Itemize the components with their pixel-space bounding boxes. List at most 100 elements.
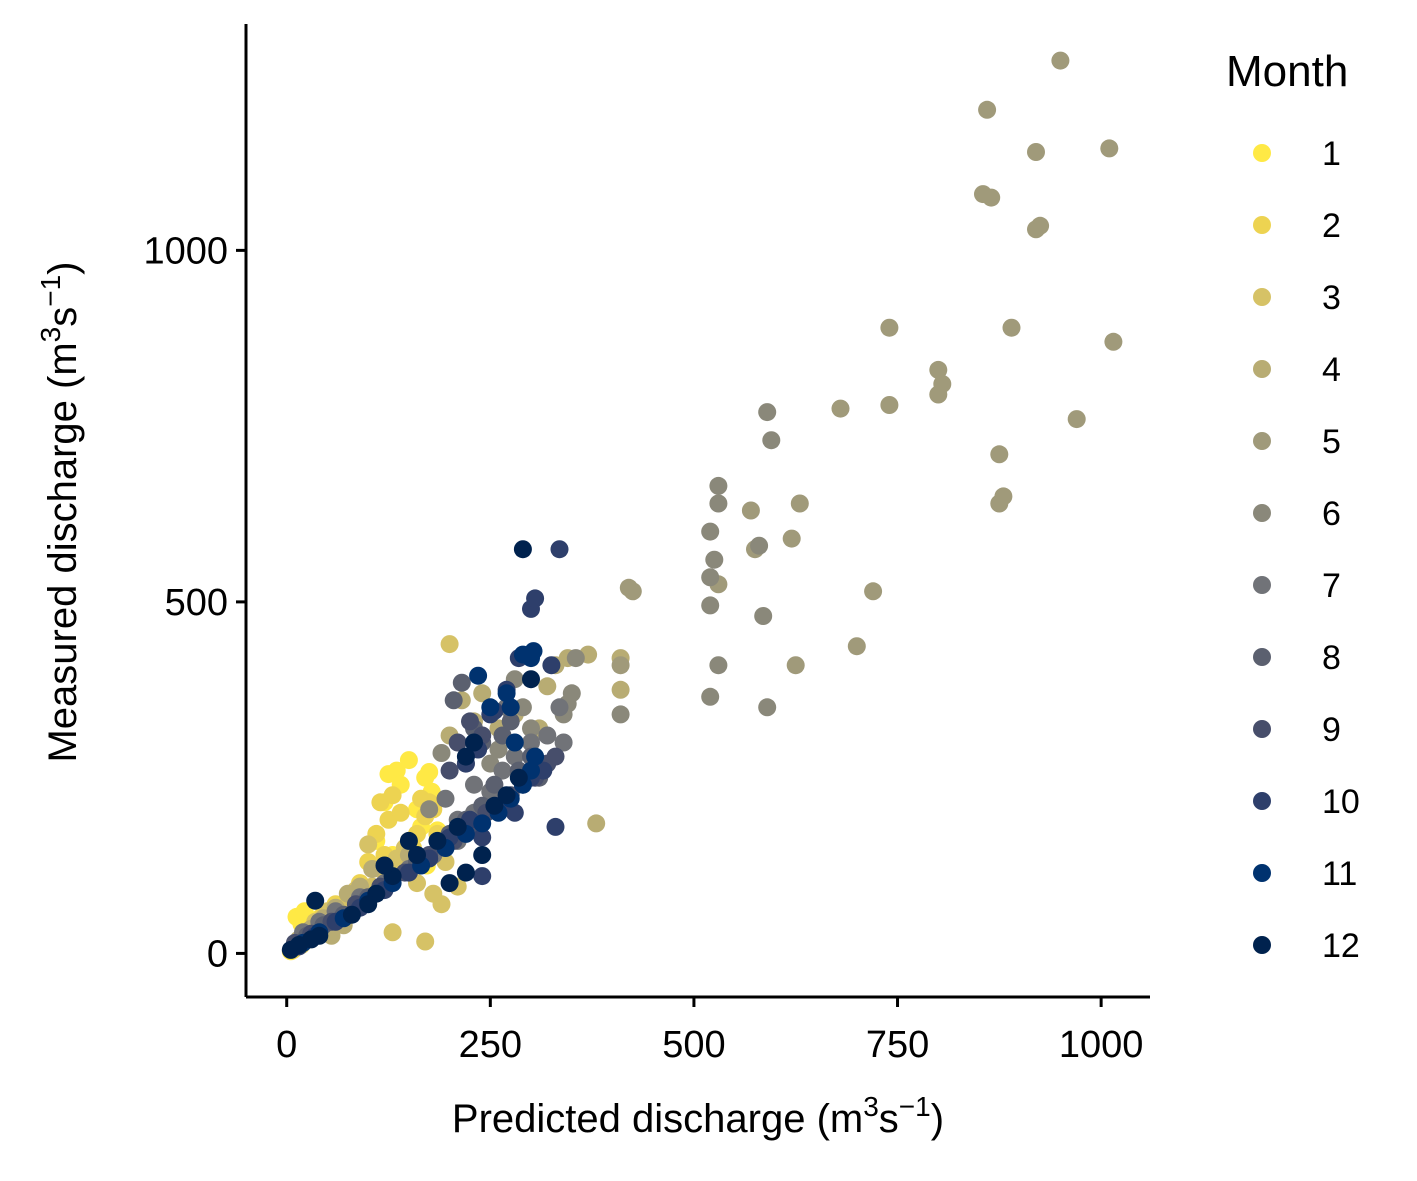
point-month-11-8 bbox=[473, 814, 492, 833]
legend-label-11: 11 bbox=[1322, 855, 1357, 893]
point-month-1-15 bbox=[420, 763, 439, 781]
point-month-9-18 bbox=[448, 733, 467, 752]
point-month-11-20 bbox=[481, 698, 500, 717]
legend-label-6: 6 bbox=[1322, 495, 1341, 533]
point-month-7-14 bbox=[550, 698, 569, 717]
y-tick-label: 0 bbox=[207, 933, 228, 975]
legend-label-3: 3 bbox=[1322, 279, 1341, 317]
point-month-5-24 bbox=[1031, 216, 1050, 235]
point-month-6-2 bbox=[701, 596, 720, 615]
point-month-1-11 bbox=[387, 761, 406, 780]
point-month-12-16 bbox=[513, 540, 532, 559]
point-month-10-16 bbox=[550, 540, 569, 559]
point-month-5-2 bbox=[623, 582, 642, 601]
point-month-5-4 bbox=[741, 501, 760, 520]
point-month-12-9 bbox=[428, 831, 447, 850]
point-month-11-16 bbox=[513, 645, 532, 664]
point-month-9-19 bbox=[440, 761, 459, 780]
y-axis-ticks: 0 500 1000 bbox=[143, 230, 246, 975]
legend-key-12 bbox=[1253, 936, 1271, 954]
x-tick-label: 750 bbox=[866, 1024, 929, 1066]
point-month-6-8 bbox=[750, 536, 769, 555]
point-month-10-25 bbox=[473, 867, 492, 886]
point-month-3-13 bbox=[359, 835, 378, 854]
point-month-10-11 bbox=[505, 803, 524, 822]
point-month-6-10 bbox=[758, 698, 777, 717]
legend-key-11 bbox=[1253, 864, 1271, 882]
plot-area: 0 250 500 750 1000 0 500 1000 bbox=[143, 24, 1150, 1066]
x-tick-label: 500 bbox=[662, 1024, 725, 1066]
x-tick-label: 1000 bbox=[1059, 1024, 1144, 1066]
point-month-8-9 bbox=[485, 775, 504, 794]
point-month-6-16 bbox=[562, 684, 581, 703]
point-month-7-12 bbox=[522, 733, 540, 752]
point-month-10-13 bbox=[534, 761, 553, 780]
legend-label-9: 9 bbox=[1322, 711, 1341, 749]
data-points bbox=[281, 51, 1123, 961]
point-month-5-12 bbox=[880, 318, 899, 337]
point-month-12-14 bbox=[497, 786, 516, 805]
point-month-3-16 bbox=[440, 635, 459, 654]
legend-key-1 bbox=[1253, 144, 1271, 162]
legend-label-7: 7 bbox=[1322, 567, 1341, 605]
point-month-6-0 bbox=[611, 705, 630, 724]
point-month-6-11 bbox=[758, 403, 777, 422]
point-month-5-30 bbox=[786, 656, 805, 675]
x-tick-label: 0 bbox=[276, 1024, 297, 1066]
legend-key-4 bbox=[1253, 360, 1271, 378]
legend-label-8: 8 bbox=[1322, 639, 1341, 677]
point-month-7-13 bbox=[538, 726, 557, 745]
point-month-12-21 bbox=[399, 831, 418, 850]
point-month-4-18 bbox=[587, 814, 606, 833]
legend-key-9 bbox=[1253, 720, 1271, 738]
legend-label-10: 10 bbox=[1322, 783, 1360, 821]
point-month-6-9 bbox=[754, 607, 773, 625]
y-tick-label: 1000 bbox=[143, 230, 228, 272]
point-month-6-23 bbox=[432, 744, 451, 762]
point-month-6-24 bbox=[420, 800, 439, 819]
point-month-5-17 bbox=[978, 100, 997, 119]
point-month-6-17 bbox=[566, 649, 585, 668]
legend-label-12: 12 bbox=[1322, 927, 1360, 965]
point-month-6-7 bbox=[709, 476, 728, 495]
point-month-12-23 bbox=[359, 895, 378, 914]
point-month-11-17 bbox=[497, 684, 516, 703]
legend-label-4: 4 bbox=[1322, 351, 1341, 389]
point-month-5-7 bbox=[790, 494, 809, 513]
x-tick-label: 250 bbox=[459, 1024, 522, 1066]
point-month-6-3 bbox=[701, 568, 720, 587]
point-month-12-8 bbox=[408, 846, 426, 864]
point-month-5-28 bbox=[1100, 139, 1119, 158]
point-month-8-18 bbox=[452, 673, 471, 692]
point-month-5-15 bbox=[933, 375, 952, 393]
point-month-3-14 bbox=[383, 923, 402, 942]
point-month-11-21 bbox=[469, 666, 488, 685]
point-month-5-11 bbox=[880, 396, 899, 414]
legend-title: Month bbox=[1226, 47, 1348, 96]
point-month-12-17 bbox=[522, 670, 540, 689]
point-month-5-14 bbox=[929, 360, 948, 379]
legend-key-3 bbox=[1253, 288, 1271, 306]
point-month-6-5 bbox=[709, 656, 728, 675]
point-month-9-17 bbox=[461, 712, 479, 731]
point-month-5-21 bbox=[994, 487, 1013, 506]
point-month-5-0 bbox=[611, 656, 630, 675]
legend-label-2: 2 bbox=[1322, 207, 1341, 245]
point-month-2-10 bbox=[383, 786, 402, 805]
point-month-6-13 bbox=[701, 522, 720, 541]
point-month-6-4 bbox=[705, 550, 724, 569]
point-month-5-22 bbox=[1002, 318, 1021, 337]
point-month-12-18 bbox=[456, 747, 475, 766]
legend-key-5 bbox=[1253, 432, 1271, 450]
point-month-6-22 bbox=[522, 719, 540, 738]
point-month-5-10 bbox=[864, 582, 883, 601]
point-month-10-18 bbox=[526, 589, 545, 608]
legend-key-10 bbox=[1253, 792, 1271, 810]
y-axis-label: Measured discharge (m3s−1) bbox=[35, 261, 85, 762]
point-month-8-17 bbox=[444, 691, 463, 710]
point-month-12-5 bbox=[342, 905, 361, 924]
point-month-12-3 bbox=[306, 891, 325, 910]
x-axis-label: Predicted discharge (m3s−1) bbox=[452, 1091, 944, 1141]
point-month-11-18 bbox=[501, 698, 520, 717]
